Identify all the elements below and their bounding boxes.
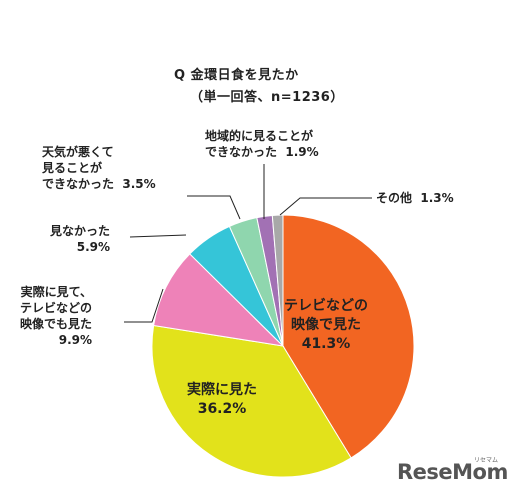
leader-line-weather	[187, 195, 241, 220]
label-region: 地域的に見ることが できなかった 1.9%	[205, 129, 319, 159]
resemom-logo: ReseMom	[397, 460, 507, 484]
resemom-logo-kana: リセマム	[474, 457, 499, 464]
leader-lines	[124, 164, 372, 323]
pie-slice-tv	[282, 214, 415, 459]
pie-slice-real	[151, 324, 352, 478]
leader-line-both	[124, 288, 164, 323]
label-real: 実際に見た 36.2%	[187, 382, 257, 417]
pie-slice-other	[271, 214, 284, 347]
pie-slice-both	[153, 253, 285, 347]
pie-slices	[151, 214, 415, 478]
label-not: 見なかった 5.9%	[50, 224, 111, 254]
leader-line-not	[129, 234, 187, 238]
chart-title: Q 金環日食を見たか	[174, 68, 299, 83]
label-both: 実際に見て、 テレビなどの 映像でも見た 9.9%	[20, 285, 93, 347]
leader-line-other	[279, 197, 372, 216]
chart-subtitle: （単一回答、n=1236）	[190, 90, 344, 105]
label-other: その他 1.3%	[376, 191, 454, 205]
label-tv: テレビなどの 映像で見た 41.3%	[284, 298, 368, 352]
label-weather: 天気が悪くて 見ることが できなかった 3.5%	[42, 145, 156, 191]
